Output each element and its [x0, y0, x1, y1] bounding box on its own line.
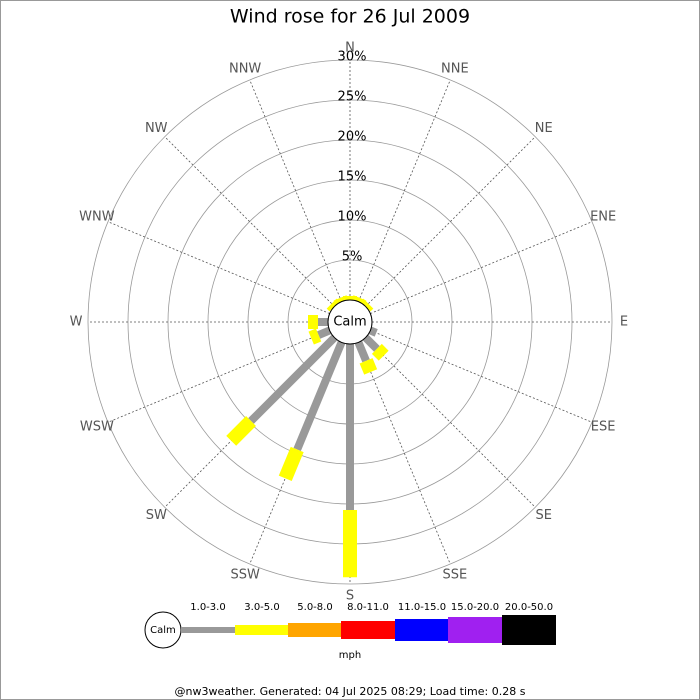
direction-label: ESE: [591, 419, 616, 434]
legend-label: 5.0-8.0: [297, 602, 332, 613]
spoke: [365, 337, 536, 508]
spoke: [358, 79, 451, 302]
direction-label: WNW: [79, 210, 115, 225]
spoke: [370, 221, 593, 314]
legend-swatch: [502, 615, 556, 645]
bar-segment: [326, 298, 340, 312]
legend-swatch: [288, 623, 341, 637]
legend-swatch: [181, 627, 235, 633]
legend-label: 11.0-15.0: [398, 602, 446, 613]
bar-segment: [360, 298, 374, 312]
calm-label: Calm: [333, 315, 366, 330]
bar-segment: [278, 446, 304, 481]
bar-segment: [368, 326, 378, 337]
legend-label: 1.0-3.0: [190, 602, 225, 613]
bar-segment: [359, 358, 378, 375]
direction-label: SW: [146, 508, 167, 523]
legend-label: 15.0-20.0: [451, 602, 499, 613]
y-tick-label: 10%: [338, 210, 367, 225]
direction-label: S: [346, 589, 354, 604]
chart-title: Wind rose for 26 Jul 2009: [230, 6, 470, 28]
direction-label: E: [620, 315, 628, 330]
direction-label: NNE: [441, 61, 469, 76]
direction-label: N: [345, 41, 355, 56]
bar-segment: [362, 334, 380, 352]
spoke: [370, 330, 593, 423]
bar-segment: [333, 295, 349, 305]
legend-unit: mph: [339, 650, 361, 661]
spoke: [365, 136, 536, 307]
bar-segment: [351, 295, 367, 305]
y-tick-label: 25%: [338, 90, 367, 105]
calm-circle: [327, 299, 373, 345]
direction-label: ENE: [590, 210, 616, 225]
bar-segment: [308, 328, 322, 345]
bar-segment: [226, 416, 256, 446]
footer: @nw3weather. Generated: 04 Jul 2025 08:2…: [175, 685, 526, 698]
direction-label: NW: [145, 121, 168, 136]
bar-segment: [317, 326, 332, 339]
legend-swatch: [448, 617, 502, 643]
direction-label: NNW: [229, 61, 261, 76]
direction-label: SE: [536, 508, 552, 523]
bar-segment: [248, 334, 338, 424]
direction-label: SSW: [230, 568, 260, 583]
legend-swatch: [395, 619, 448, 641]
legend-label: 3.0-5.0: [244, 602, 279, 613]
direction-label: W: [70, 315, 83, 330]
y-tick-label: 15%: [338, 170, 367, 185]
grid-ring: [87, 59, 613, 585]
y-tick-label: 20%: [338, 130, 367, 145]
legend-label: 20.0-50.0: [505, 602, 553, 613]
spoke: [164, 136, 335, 307]
spoke: [107, 330, 330, 423]
bar-segment: [293, 340, 346, 452]
y-tick-label: 30%: [338, 50, 367, 65]
legend-swatch: [341, 621, 395, 639]
spoke: [107, 221, 330, 314]
legend-calm-label: Calm: [150, 625, 176, 636]
spoke: [358, 342, 451, 565]
direction-label: SSE: [442, 568, 467, 583]
legend-swatch: [235, 625, 288, 635]
direction-label: WSW: [80, 419, 114, 434]
bar-segment: [371, 343, 389, 361]
y-tick-label: 5%: [342, 250, 363, 265]
legend-label: 8.0-11.0: [347, 602, 389, 613]
spoke: [249, 79, 342, 302]
bar-segment: [354, 340, 370, 363]
direction-label: NE: [535, 121, 553, 136]
